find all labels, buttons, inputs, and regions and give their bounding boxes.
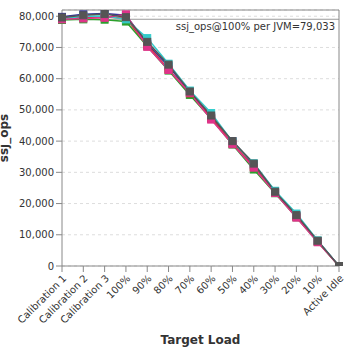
svg-text:80,000: 80,000 [19, 11, 54, 22]
svg-text:20%: 20% [279, 273, 303, 297]
svg-text:10%: 10% [300, 272, 325, 297]
svg-text:30%: 30% [258, 273, 282, 297]
svg-text:Calibration 3: Calibration 3 [58, 273, 111, 326]
svg-text:Active Idle: Active Idle [301, 273, 340, 318]
svg-text:80%: 80% [151, 273, 175, 297]
svg-text:40%: 40% [237, 273, 261, 297]
svg-text:0: 0 [48, 261, 54, 272]
svg-text:Target Load: Target Load [161, 333, 241, 347]
svg-text:30,000: 30,000 [19, 167, 54, 178]
svg-text:70,000: 70,000 [19, 42, 54, 53]
svg-text:100%: 100% [104, 273, 132, 301]
svg-text:10,000: 10,000 [19, 229, 54, 240]
svg-text:50%: 50% [215, 273, 239, 297]
svg-text:60,000: 60,000 [19, 73, 54, 84]
svg-text:90%: 90% [130, 273, 154, 297]
svg-text:ssj_ops: ssj_ops [8, 114, 12, 162]
svg-text:60%: 60% [194, 273, 218, 297]
svg-text:20,000: 20,000 [19, 198, 54, 209]
svg-text:Calibration 2: Calibration 2 [36, 272, 90, 326]
svg-text:70%: 70% [173, 273, 197, 297]
svg-text:50,000: 50,000 [19, 104, 54, 115]
svg-text:Calibration 1: Calibration 1 [15, 272, 69, 326]
svg-text:ssj_ops@100% per JVM=79,033: ssj_ops@100% per JVM=79,033 [176, 21, 335, 33]
svg-text:40,000: 40,000 [19, 136, 54, 147]
